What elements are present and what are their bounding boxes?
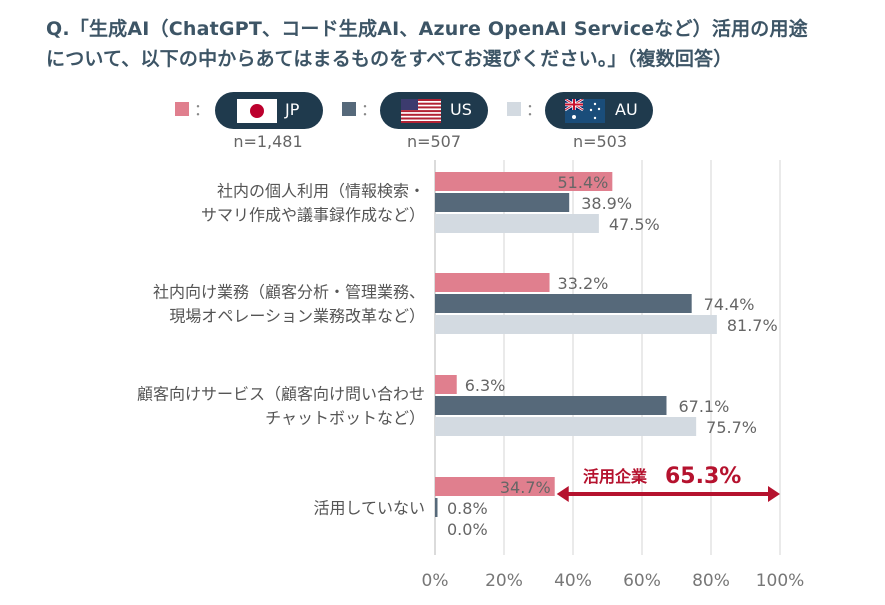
bar-jp bbox=[435, 375, 457, 394]
question-title-line-2: について、以下の中からあてはまるものをすべてお選びください。」（複数回答） bbox=[46, 48, 733, 70]
bar-us bbox=[435, 498, 438, 517]
legend-swatch-au bbox=[507, 102, 521, 116]
legend-pill-jp: JP bbox=[215, 92, 323, 129]
category-label: 社内の個人利用（情報検索・ bbox=[217, 182, 425, 201]
legend-label-us: US bbox=[450, 100, 472, 119]
category-label: 活用していない bbox=[313, 499, 425, 518]
x-tick-label: 20% bbox=[485, 571, 523, 591]
data-label: 81.7% bbox=[727, 316, 778, 335]
bar-jp bbox=[435, 273, 550, 292]
annotation-value: 65.3% bbox=[665, 464, 741, 489]
japan-flag-icon bbox=[237, 99, 277, 123]
category-label: 社内向け業務（顧客分析・管理業務、 bbox=[153, 283, 425, 302]
annotation-arrow-head-left bbox=[556, 486, 569, 502]
x-tick-label: 80% bbox=[692, 571, 730, 591]
x-tick-label: 60% bbox=[623, 571, 661, 591]
legend-colon: ： bbox=[361, 100, 378, 119]
data-label: 38.9% bbox=[581, 194, 632, 213]
category-label: 顧客向けサービス（顧客向け問い合わせ bbox=[137, 385, 425, 404]
legend-swatch-jp bbox=[175, 102, 189, 116]
legend-colon: ： bbox=[194, 100, 211, 119]
category-label: サマリ作成や議事録作成など） bbox=[201, 206, 425, 225]
legend-swatch-us bbox=[342, 102, 356, 116]
data-label: 74.4% bbox=[704, 295, 755, 314]
legend-colon: ： bbox=[526, 100, 543, 119]
legend-label-au: AU bbox=[615, 100, 638, 119]
legend-n-jp: n=1,481 bbox=[233, 132, 303, 151]
category-label: チャットボットなど） bbox=[265, 409, 425, 428]
bar-us bbox=[435, 294, 692, 313]
data-label: 6.3% bbox=[465, 376, 506, 395]
data-label: 51.4% bbox=[558, 173, 609, 192]
bar-jp bbox=[435, 172, 613, 191]
x-tick-label: 40% bbox=[554, 571, 592, 591]
question-title: Q.「生成AI（ChatGPT、コード生成AI、Azure OpenAI Ser… bbox=[46, 14, 866, 74]
data-label: 0.0% bbox=[447, 520, 488, 539]
annotation-label: 活用企業 bbox=[583, 467, 648, 486]
question-title-line-1: Q.「生成AI（ChatGPT、コード生成AI、Azure OpenAI Ser… bbox=[46, 18, 808, 40]
australia-flag-icon bbox=[565, 99, 605, 123]
legend-pill-au: AU bbox=[545, 92, 653, 129]
annotation-arrow-head-right bbox=[768, 486, 780, 502]
legend-n-au: n=503 bbox=[572, 132, 628, 151]
bar-au bbox=[435, 315, 717, 334]
legend-label-jp: JP bbox=[285, 100, 300, 119]
x-tick-label: 0% bbox=[422, 571, 449, 591]
data-label: 34.7% bbox=[500, 478, 551, 497]
category-label: 現場オペレーション業務改革など） bbox=[169, 307, 425, 326]
legend-pill-us: US bbox=[380, 92, 488, 129]
legend: ： JP n=1,481 ： US n=507 ： bbox=[0, 92, 885, 152]
data-label: 33.2% bbox=[558, 274, 609, 293]
bar-us bbox=[435, 396, 667, 415]
x-tick-label: 100% bbox=[756, 571, 805, 591]
us-flag-icon bbox=[401, 99, 441, 123]
data-label: 67.1% bbox=[678, 397, 729, 416]
bar-au bbox=[435, 214, 599, 233]
bar-jp bbox=[435, 477, 555, 496]
bar-us bbox=[435, 193, 570, 212]
data-label: 47.5% bbox=[609, 215, 660, 234]
data-label: 75.7% bbox=[706, 418, 757, 437]
data-label: 0.8% bbox=[447, 499, 488, 518]
legend-n-us: n=507 bbox=[406, 132, 462, 151]
bar-au bbox=[435, 417, 697, 436]
